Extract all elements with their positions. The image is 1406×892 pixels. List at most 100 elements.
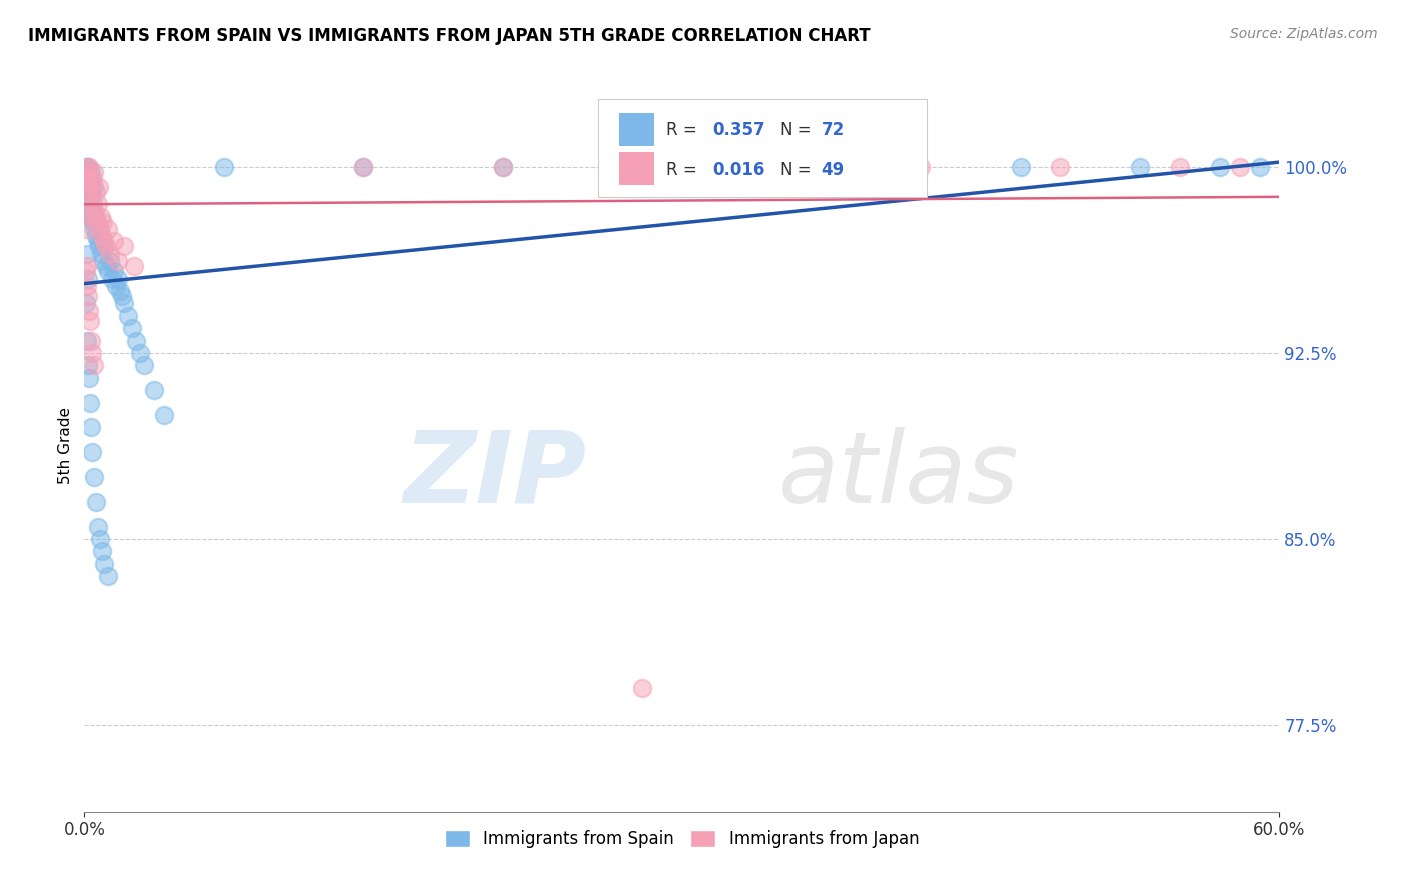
Point: [631, 160, 654, 174]
Point: [117, 309, 139, 323]
Point: [84, 210, 107, 224]
Point: [96, 239, 118, 253]
Point: [91, 254, 114, 268]
Point: [91, 229, 114, 244]
Point: [79, 185, 101, 199]
Point: [84, 204, 107, 219]
Point: [80, 178, 103, 192]
Point: [103, 235, 125, 249]
Point: [132, 359, 156, 373]
Point: [1249, 160, 1271, 174]
Point: [83, 470, 105, 484]
Point: [76, 279, 98, 293]
Point: [105, 279, 128, 293]
Point: [75, 172, 97, 186]
Text: Source: ZipAtlas.com: Source: ZipAtlas.com: [1230, 27, 1378, 41]
Point: [80, 334, 103, 348]
Point: [82, 185, 104, 199]
Point: [112, 239, 135, 253]
Point: [1229, 160, 1251, 174]
Point: [910, 160, 932, 174]
Point: [82, 214, 104, 228]
Point: [75, 172, 97, 186]
Point: [83, 165, 105, 179]
Legend: Immigrants from Spain, Immigrants from Japan: Immigrants from Spain, Immigrants from J…: [437, 823, 927, 855]
Point: [89, 532, 111, 546]
Point: [75, 222, 97, 236]
Point: [77, 172, 100, 186]
Point: [89, 222, 111, 236]
Point: [75, 160, 97, 174]
Point: [80, 420, 103, 434]
Point: [82, 210, 104, 224]
Point: [870, 160, 893, 174]
Point: [90, 210, 112, 224]
Point: [89, 222, 111, 236]
Point: [77, 190, 100, 204]
Point: [79, 160, 101, 174]
Point: [1129, 160, 1152, 174]
Point: [93, 557, 115, 571]
Point: [82, 197, 104, 211]
Point: [1010, 160, 1032, 174]
Point: [492, 160, 515, 174]
Text: atlas: atlas: [778, 426, 1019, 524]
Point: [91, 235, 114, 249]
Point: [76, 259, 98, 273]
Point: [86, 214, 108, 228]
Point: [1168, 160, 1191, 174]
Point: [79, 185, 101, 199]
Point: [79, 197, 101, 211]
Point: [107, 271, 129, 285]
Point: [89, 239, 111, 253]
Point: [112, 296, 135, 310]
FancyBboxPatch shape: [599, 99, 927, 197]
Point: [82, 346, 104, 360]
Point: [76, 180, 98, 194]
Point: [97, 569, 120, 583]
Point: [77, 359, 100, 373]
Point: [77, 160, 100, 174]
Point: [79, 371, 101, 385]
Point: [76, 247, 98, 261]
Point: [80, 165, 103, 179]
Point: [91, 544, 114, 558]
Point: [93, 235, 115, 249]
Point: [79, 304, 101, 318]
Point: [76, 190, 98, 204]
Point: [77, 289, 100, 303]
Point: [80, 204, 103, 219]
Point: [79, 314, 101, 328]
Point: [352, 160, 374, 174]
Text: R =: R =: [666, 121, 703, 139]
Point: [1209, 160, 1232, 174]
Point: [492, 160, 515, 174]
Point: [107, 254, 129, 268]
Point: [93, 239, 115, 253]
Point: [97, 222, 120, 236]
Text: N =: N =: [780, 161, 817, 178]
Text: R =: R =: [666, 161, 703, 178]
Point: [79, 210, 101, 224]
Point: [86, 214, 108, 228]
Point: [101, 271, 124, 285]
Point: [77, 271, 100, 285]
Point: [80, 172, 103, 186]
Point: [122, 259, 145, 273]
Y-axis label: 5th Grade: 5th Grade: [58, 408, 73, 484]
Point: [79, 178, 101, 192]
Text: 0.016: 0.016: [711, 161, 765, 178]
Point: [631, 681, 654, 695]
Point: [110, 284, 132, 298]
Point: [770, 160, 793, 174]
Point: [76, 334, 98, 348]
Point: [125, 334, 148, 348]
Point: [153, 408, 176, 422]
Point: [97, 264, 120, 278]
Point: [98, 247, 121, 261]
Point: [76, 160, 98, 174]
Point: [212, 160, 235, 174]
Point: [121, 321, 143, 335]
Point: [77, 197, 100, 211]
Point: [82, 445, 104, 459]
